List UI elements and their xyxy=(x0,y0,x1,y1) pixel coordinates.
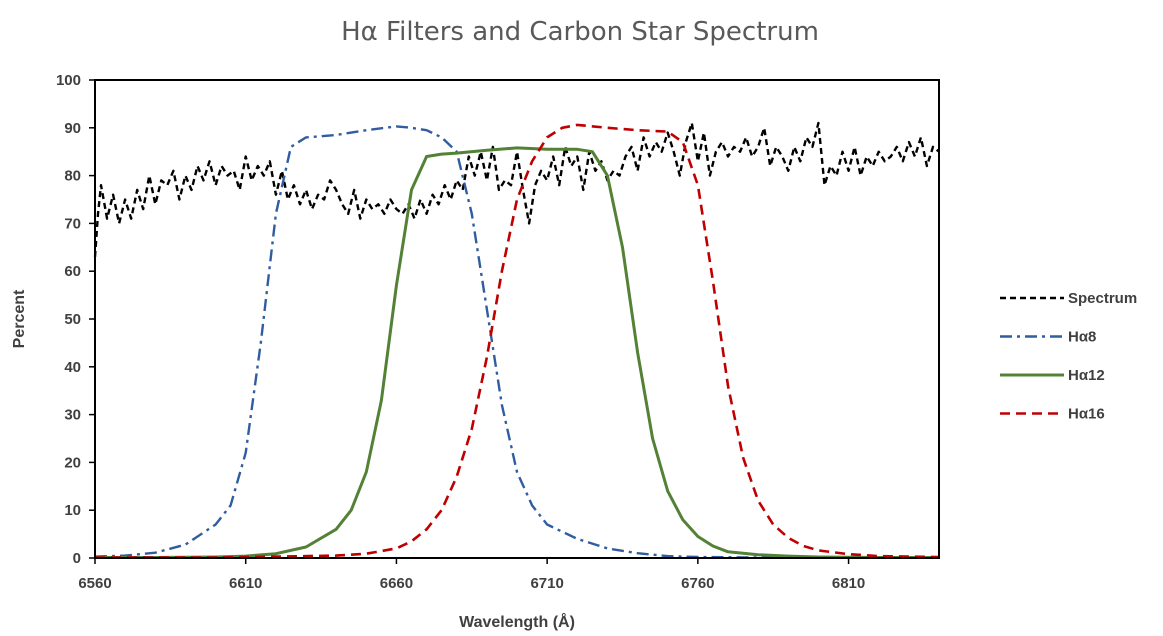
x-tick-label: 6610 xyxy=(229,575,262,592)
y-tick-label: 30 xyxy=(64,407,81,424)
y-tick-label: 60 xyxy=(64,263,81,280)
y-tick-label: 0 xyxy=(73,550,81,567)
x-axis: 6560 6610 6660 6710 6760 6810 xyxy=(78,558,865,592)
x-tick-label: 6710 xyxy=(530,575,563,592)
y-tick-label: 70 xyxy=(64,215,81,232)
series-layer xyxy=(93,121,940,559)
y-tick-label: 90 xyxy=(64,120,81,137)
legend-label-1: Spectrum xyxy=(1068,290,1137,307)
y-tick-label: 50 xyxy=(64,311,81,328)
plot-area xyxy=(95,80,939,558)
legend-label-2: Hα8 xyxy=(1068,329,1096,346)
legend-label-4: Hα16 xyxy=(1068,406,1105,423)
y-axis-title: Percent xyxy=(11,289,28,348)
series-line-4 xyxy=(95,123,940,559)
x-axis-title: Wavelength (Å) xyxy=(459,612,575,631)
legend-label-3: Hα12 xyxy=(1068,367,1105,384)
x-tick-label: 6760 xyxy=(681,575,714,592)
y-axis: 0 10 20 30 40 50 60 70 80 90 100 xyxy=(56,72,95,567)
series-line-3 xyxy=(95,146,939,559)
chart-title: Hα Filters and Carbon Star Spectrum xyxy=(341,17,819,47)
x-tick-label: 6660 xyxy=(380,575,413,592)
y-tick-label: 20 xyxy=(64,454,81,471)
x-tick-label: 6810 xyxy=(832,575,865,592)
legend: Spectrum Hα8 Hα12 Hα16 xyxy=(1000,290,1137,423)
y-tick-label: 100 xyxy=(56,72,81,89)
y-tick-label: 80 xyxy=(64,168,81,185)
y-tick-label: 40 xyxy=(64,359,81,376)
series-line-1 xyxy=(93,121,940,257)
series-line-2 xyxy=(94,125,939,559)
x-tick-label: 6560 xyxy=(78,575,111,592)
y-tick-label: 10 xyxy=(64,502,81,519)
